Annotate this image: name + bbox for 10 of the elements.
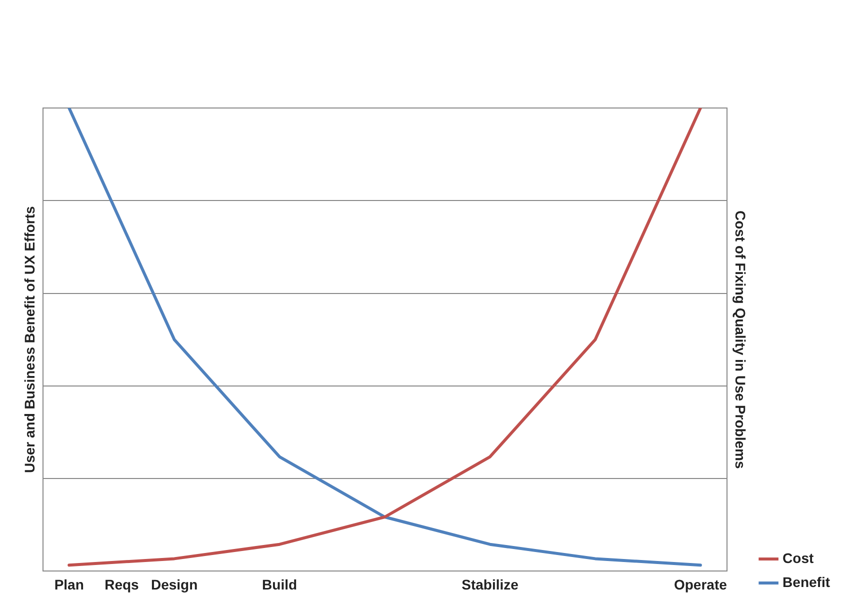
legend-label: Benefit <box>782 574 830 590</box>
x-tick-label: Build <box>262 576 298 592</box>
x-tick-label: Design <box>150 576 198 592</box>
y2-axis-title: Cost of Fixing Quality in Use Problems <box>732 210 748 469</box>
legend-label: Cost <box>782 550 814 566</box>
x-tick-label: Operate <box>674 576 728 592</box>
x-tick-label: Stabilize <box>462 576 519 592</box>
x-tick-label: Reqs <box>104 576 140 592</box>
x-tick-label: Plan <box>54 576 84 592</box>
y-axis-title: User and Business Benefit of UX Efforts <box>21 206 38 474</box>
